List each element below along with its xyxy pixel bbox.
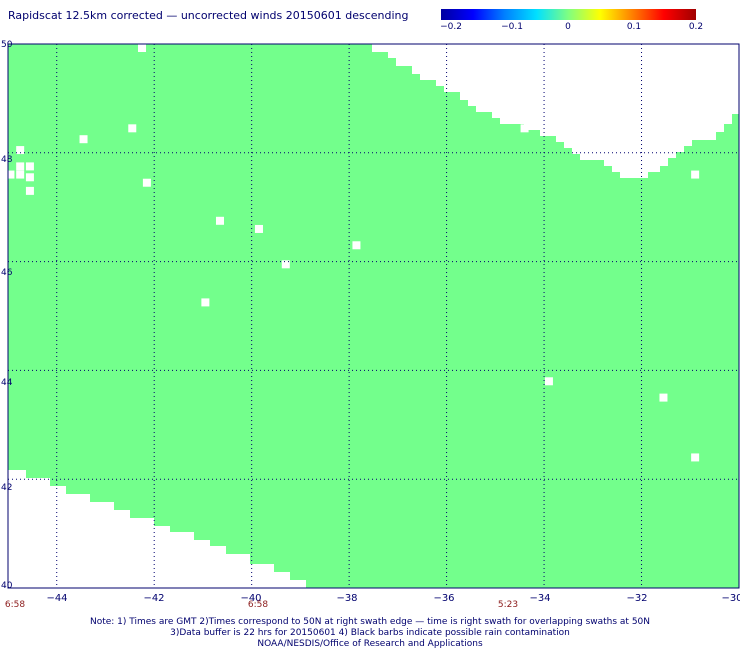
- colorbar: [441, 9, 696, 20]
- pass-time-label: 6:58: [247, 600, 269, 610]
- missing-data-cell: [691, 170, 700, 179]
- lon-label: −42: [143, 593, 165, 604]
- missing-data-cell: [79, 135, 88, 144]
- lat-lon-grid: [8, 44, 739, 588]
- footnote-line-1: Note: 1) Times are GMT 2)Times correspon…: [89, 617, 651, 627]
- missing-data-cell: [544, 377, 553, 386]
- lat-label: 40: [1, 581, 13, 591]
- lon-label: −34: [529, 593, 551, 604]
- missing-data-cell: [691, 453, 700, 462]
- pass-time-label: 6:58: [4, 600, 26, 610]
- missing-data-cell: [16, 162, 25, 171]
- missing-data-cell: [215, 216, 224, 225]
- pass-time-label: 5:23: [497, 600, 519, 610]
- footnote-line-2: 3)Data buffer is 22 hrs for 20150601 4) …: [170, 628, 570, 638]
- lat-label: 48: [1, 155, 13, 165]
- missing-data-cells: [6, 124, 700, 462]
- missing-data-cell: [16, 170, 25, 179]
- lat-label: 42: [1, 483, 13, 493]
- footnote-credit: NOAA/NESDIS/Office of Research and Appli…: [257, 639, 483, 649]
- map-frame: [7, 43, 740, 589]
- lat-label: 50: [1, 40, 13, 50]
- missing-data-cell: [25, 186, 34, 195]
- missing-data-cell: [254, 224, 263, 233]
- lon-label: −40: [240, 593, 262, 604]
- colorbar-tick: −0.1: [501, 22, 523, 32]
- lat-label: 44: [1, 378, 13, 388]
- lon-label: −36: [433, 593, 455, 604]
- swath-coverage: [8, 44, 739, 588]
- missing-data-cell: [352, 241, 361, 250]
- colorbar-tick: 0: [565, 22, 571, 32]
- lon-label: −32: [626, 593, 648, 604]
- missing-data-cell: [659, 393, 668, 402]
- missing-data-cell: [281, 260, 290, 269]
- missing-data-cell: [25, 162, 34, 171]
- colorbar-tick: −0.2: [440, 22, 462, 32]
- colorbar-tick: 0.1: [626, 22, 642, 32]
- lon-label: −38: [336, 593, 358, 604]
- missing-data-cell: [520, 124, 529, 133]
- lat-label: 46: [1, 268, 13, 278]
- missing-data-cell: [6, 170, 15, 179]
- missing-data-cell: [25, 173, 34, 182]
- lon-label: −30: [721, 593, 740, 604]
- missing-data-cell: [128, 124, 137, 133]
- lon-label: −44: [46, 593, 68, 604]
- missing-data-cell: [201, 298, 210, 307]
- missing-data-cell: [142, 178, 151, 187]
- map-title: Rapidscat 12.5km corrected — uncorrected…: [8, 9, 409, 22]
- colorbar-tick: 0.2: [688, 22, 704, 32]
- missing-data-cell: [16, 146, 25, 155]
